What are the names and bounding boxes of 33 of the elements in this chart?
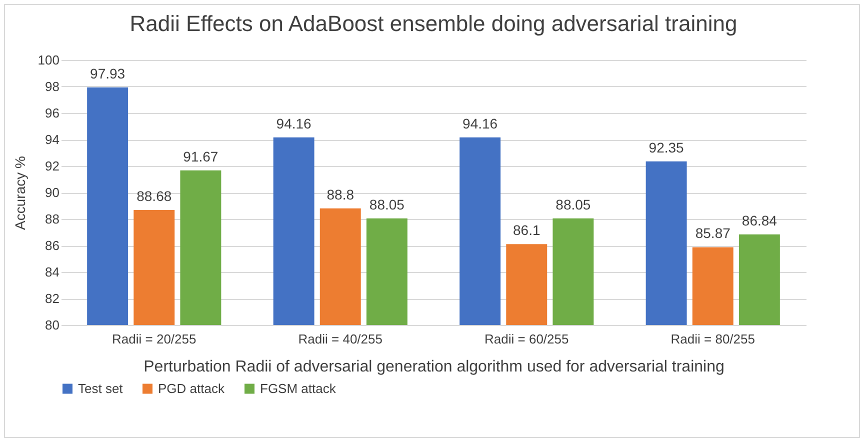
legend-label: Test set (78, 380, 124, 396)
legend-label: FGSM attack (260, 380, 336, 396)
y-tick-label: 98 (45, 79, 60, 94)
y-tick-label: 92 (45, 158, 60, 174)
y-tick-label: 96 (45, 106, 60, 120)
y-tick-label: 80 (45, 318, 60, 332)
y-tick-label: 84 (45, 264, 60, 280)
x-axis-title: Perturbation Radii of adversarial generation algorithm used for adversarial training (144, 358, 724, 376)
y-tick-label: 82 (45, 291, 60, 306)
data-label: 92.35 (648, 139, 684, 156)
data-label: 94.16 (462, 115, 498, 132)
data-label: 91.67 (183, 148, 218, 164)
data-label: 97.93 (90, 65, 126, 82)
data-label: 88.8 (326, 186, 354, 202)
data-label: 88.05 (369, 196, 405, 212)
x-tick-label: Radii = 60/255 (484, 332, 569, 346)
data-label: 88.68 (136, 188, 172, 204)
data-label: 85.87 (695, 225, 731, 242)
x-tick-label: Radii = 80/255 (670, 332, 755, 346)
chart-title: Radii Effects on AdaBoost ensemble doing adversarial training (130, 11, 738, 36)
y-tick-label: 94 (45, 132, 60, 147)
data-label: 86.84 (742, 212, 778, 228)
data-label: 88.05 (556, 196, 591, 212)
y-tick-label: 86 (45, 238, 60, 253)
data-label: 86.1 (513, 222, 540, 238)
y-tick-label: 90 (45, 185, 60, 200)
x-tick-label: Radii = 20/255 (112, 332, 196, 346)
y-tick-label: 100 (38, 52, 60, 68)
data-label: 94.16 (276, 115, 312, 132)
x-tick-label: Radii = 40/255 (298, 332, 382, 346)
legend-label: PGD attack (158, 380, 225, 396)
y-axis-title: Accuracy % (12, 156, 28, 230)
y-tick-label: 88 (45, 212, 60, 226)
